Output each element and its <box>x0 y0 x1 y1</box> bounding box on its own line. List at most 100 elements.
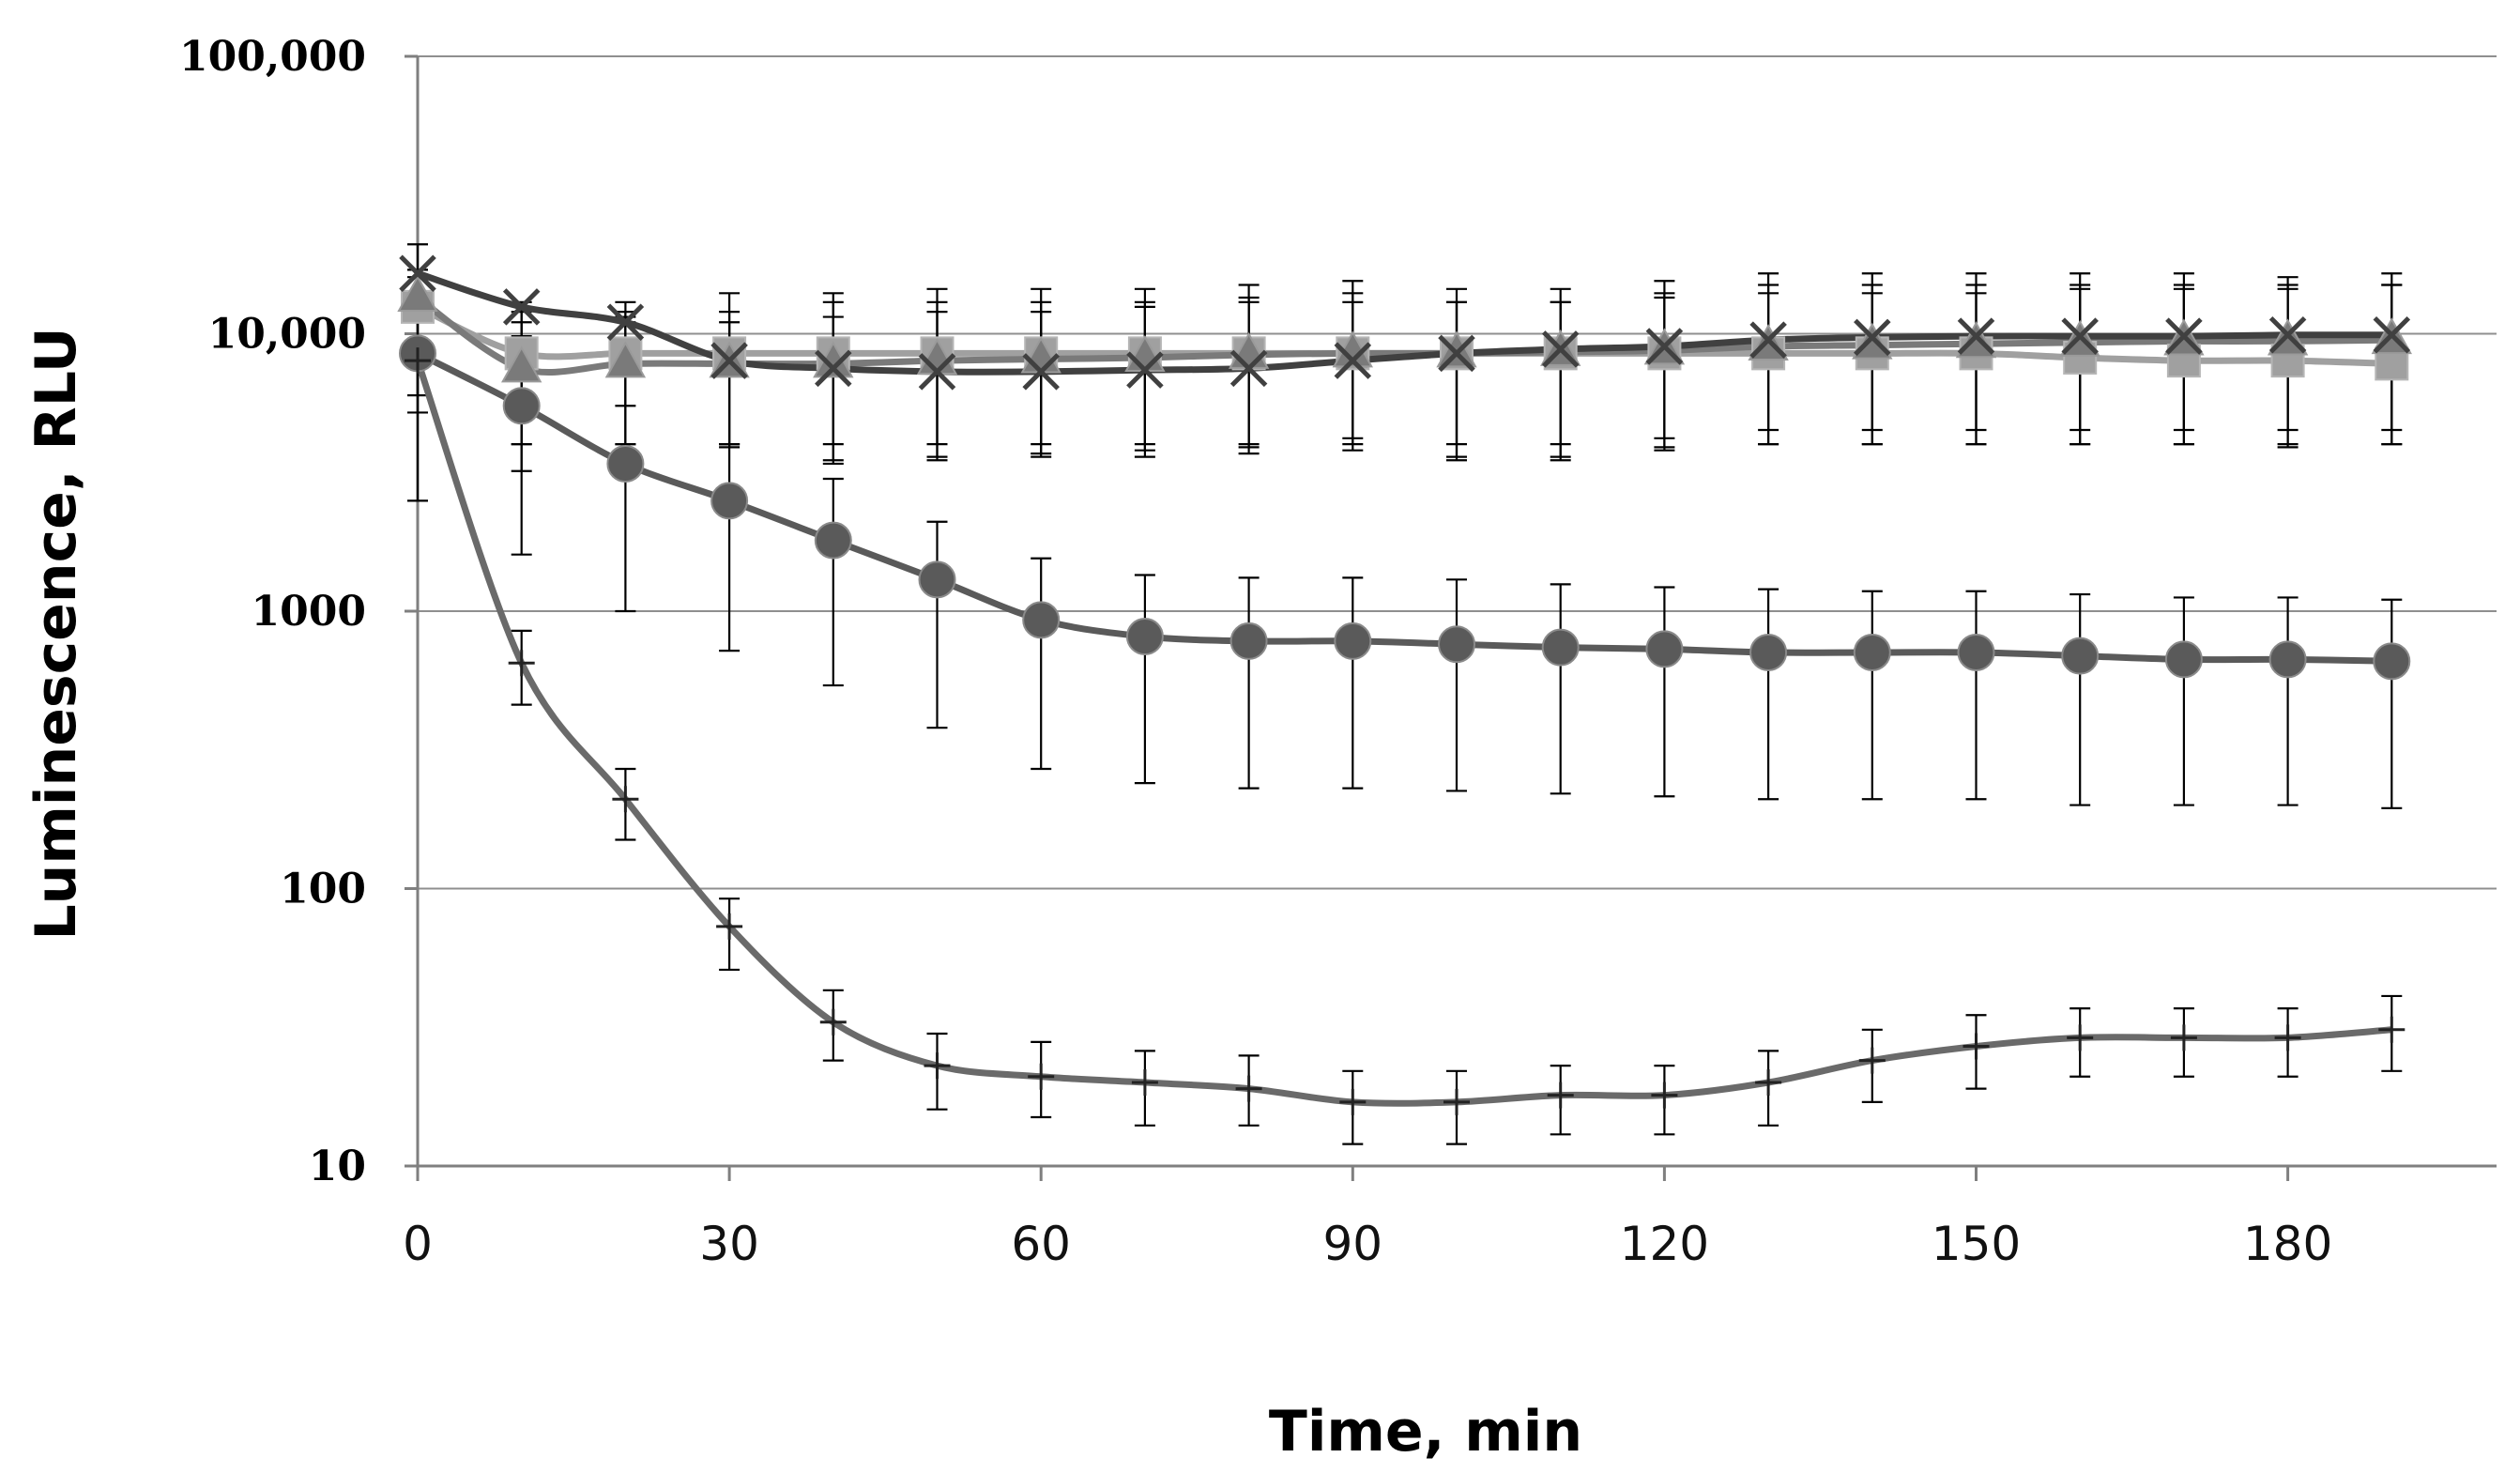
data-point-series-circles <box>1541 628 1580 667</box>
data-point-series-x-markers <box>710 342 748 379</box>
data-point-series-plus <box>819 1008 847 1036</box>
data-point-series-x-markers <box>1854 318 1891 357</box>
x-tick-label: 180 <box>2243 1217 2332 1271</box>
error-bar <box>1238 576 1260 790</box>
data-point-series-circles <box>1334 621 1372 660</box>
data-point-series-plus <box>1858 1047 1886 1074</box>
data-point-series-x-markers <box>606 303 645 342</box>
data-point-series-x-markers <box>1749 321 1787 359</box>
data-point-series-circles <box>1125 618 1164 656</box>
data-point-series-plus <box>405 347 431 375</box>
series-line-series-plus <box>414 359 2392 1107</box>
data-point-series-plus <box>716 913 743 940</box>
axes <box>405 54 2497 1181</box>
data-point-series-x-markers <box>2061 317 2099 355</box>
data-point-series-triangles <box>604 341 647 378</box>
data-point-series-x-markers <box>1957 317 1995 355</box>
error-bar <box>1654 586 1675 798</box>
data-point-series-circles <box>1229 621 1268 660</box>
data-point-series-plus <box>1547 1082 1574 1109</box>
data-point-series-plus <box>612 786 639 813</box>
data-point-series-circles <box>710 482 749 520</box>
data-point-series-circles <box>1749 633 1788 671</box>
data-point-series-plus <box>1131 1069 1158 1097</box>
error-bar <box>2381 598 2403 809</box>
error-bars <box>407 243 2403 1145</box>
data-point-series-x-markers <box>918 353 956 391</box>
error-bar <box>2173 596 2194 806</box>
error-bar <box>1861 590 1883 801</box>
data-point-series-triangles <box>397 274 438 312</box>
data-point-series-plus <box>1963 1033 1990 1060</box>
data-point-series-circles <box>1022 601 1061 639</box>
x-tick-label: 60 <box>1011 1217 1071 1271</box>
error-bar <box>1446 578 1467 792</box>
data-point-series-circles <box>1438 625 1475 664</box>
error-bar <box>1031 557 1052 771</box>
data-point-series-circles <box>606 444 645 483</box>
data-point-series-triangles <box>1436 330 1477 368</box>
error-bar <box>1134 574 1155 785</box>
data-point-series-x-markers <box>502 288 541 326</box>
y-tick-label: 10 <box>309 1143 366 1190</box>
x-axis-title: Time, min <box>1269 1399 1582 1465</box>
data-point-series-plus <box>1651 1082 1678 1109</box>
y-tick-label: 100,000 <box>179 33 366 81</box>
error-bar <box>719 442 741 652</box>
data-point-series-circles <box>814 521 852 560</box>
y-tick-label: 1000 <box>252 588 366 636</box>
error-bar <box>1550 287 1571 462</box>
error-bar <box>926 520 948 729</box>
data-point-series-circles <box>2061 637 2100 675</box>
data-point-series-x-markers <box>1229 349 1268 388</box>
error-bar <box>2069 592 2091 806</box>
error-bar <box>822 477 844 687</box>
data-point-series-x-markers <box>815 349 852 388</box>
data-point-series-plus <box>2067 1024 2094 1051</box>
data-point-series-circles <box>918 560 956 599</box>
x-tick-label: 150 <box>1932 1217 2021 1271</box>
error-bar <box>2277 596 2299 806</box>
data-point-series-plus <box>1443 1088 1470 1115</box>
data-point-series-plus <box>1755 1069 1782 1097</box>
data-point-series-x-markers <box>399 254 436 293</box>
error-bar <box>1965 590 1987 801</box>
data-point-series-x-markers <box>2268 316 2307 354</box>
error-bar <box>1550 583 1571 795</box>
y-axis-title: Luminescence, RLU <box>23 327 89 940</box>
series-markers <box>397 254 2412 1115</box>
data-point-series-x-markers <box>1334 342 1372 379</box>
y-tick-label: 10,000 <box>208 311 366 359</box>
tick-labels: 10 100 1000 10,000 100,000 0 30 60 90 120 150 180 <box>179 33 2332 1271</box>
data-point-series-circles <box>502 387 541 425</box>
error-bar <box>1342 576 1364 790</box>
data-point-series-circles <box>1853 633 1891 671</box>
x-tick-label: 0 <box>403 1217 433 1271</box>
data-point-series-x-markers <box>1126 351 1164 389</box>
data-point-series-plus <box>924 1052 951 1080</box>
data-point-series-circles <box>1957 633 1995 671</box>
data-point-series-circles <box>1645 630 1684 668</box>
data-point-series-x-markers <box>2165 317 2203 355</box>
data-point-series-plus <box>2274 1024 2301 1051</box>
error-bar <box>822 292 844 466</box>
data-point-series-plus <box>2170 1024 2197 1051</box>
data-point-series-x-markers <box>1022 353 1060 391</box>
y-tick-label: 100 <box>280 866 366 913</box>
series-lines <box>414 269 2392 1107</box>
error-bar <box>1758 588 1779 801</box>
x-tick-label: 30 <box>699 1217 759 1271</box>
data-point-series-plus <box>1235 1075 1262 1102</box>
data-point-series-circles <box>2268 640 2307 679</box>
data-point-series-x-markers <box>1541 330 1580 368</box>
data-point-series-plus <box>1028 1063 1055 1090</box>
data-point-series-x-markers <box>1645 328 1684 365</box>
x-tick-label: 90 <box>1322 1217 1382 1271</box>
x-tick-label: 120 <box>1620 1217 1709 1271</box>
data-point-series-plus <box>2378 1016 2405 1043</box>
data-point-series-plus <box>1339 1088 1367 1115</box>
data-point-series-circles <box>2164 640 2203 679</box>
error-bar <box>1446 287 1467 462</box>
data-point-series-x-markers <box>2373 316 2411 354</box>
